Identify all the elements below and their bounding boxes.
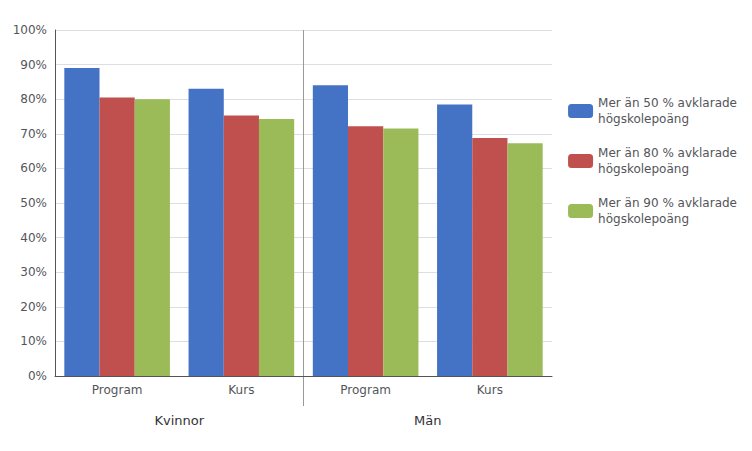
svg-text:70%: 70% [20,127,47,141]
svg-text:Kurs: Kurs [228,383,254,397]
svg-text:10%: 10% [20,334,47,348]
svg-text:högskolepoäng: högskolepoäng [598,212,689,226]
svg-text:90%: 90% [20,58,47,72]
svg-text:30%: 30% [20,265,47,279]
svg-text:Mer än 80 % avklarade: Mer än 80 % avklarade [598,146,737,160]
svg-text:60%: 60% [20,161,47,175]
svg-text:50%: 50% [20,196,47,210]
svg-text:Program: Program [92,383,143,397]
svg-text:högskolepoäng: högskolepoäng [598,162,689,176]
svg-text:högskolepoäng: högskolepoäng [598,112,689,126]
svg-text:Kurs: Kurs [477,383,503,397]
svg-text:40%: 40% [20,231,47,245]
svg-text:100%: 100% [13,23,47,37]
svg-text:Män: Män [414,413,441,428]
svg-text:80%: 80% [20,92,47,106]
svg-text:20%: 20% [20,300,47,314]
svg-text:0%: 0% [28,369,47,383]
svg-text:Program: Program [340,383,391,397]
svg-text:Mer än 90 % avklarade: Mer än 90 % avklarade [598,196,737,210]
svg-text:Kvinnor: Kvinnor [154,413,204,428]
svg-text:Mer än 50 % avklarade: Mer än 50 % avklarade [598,96,737,110]
